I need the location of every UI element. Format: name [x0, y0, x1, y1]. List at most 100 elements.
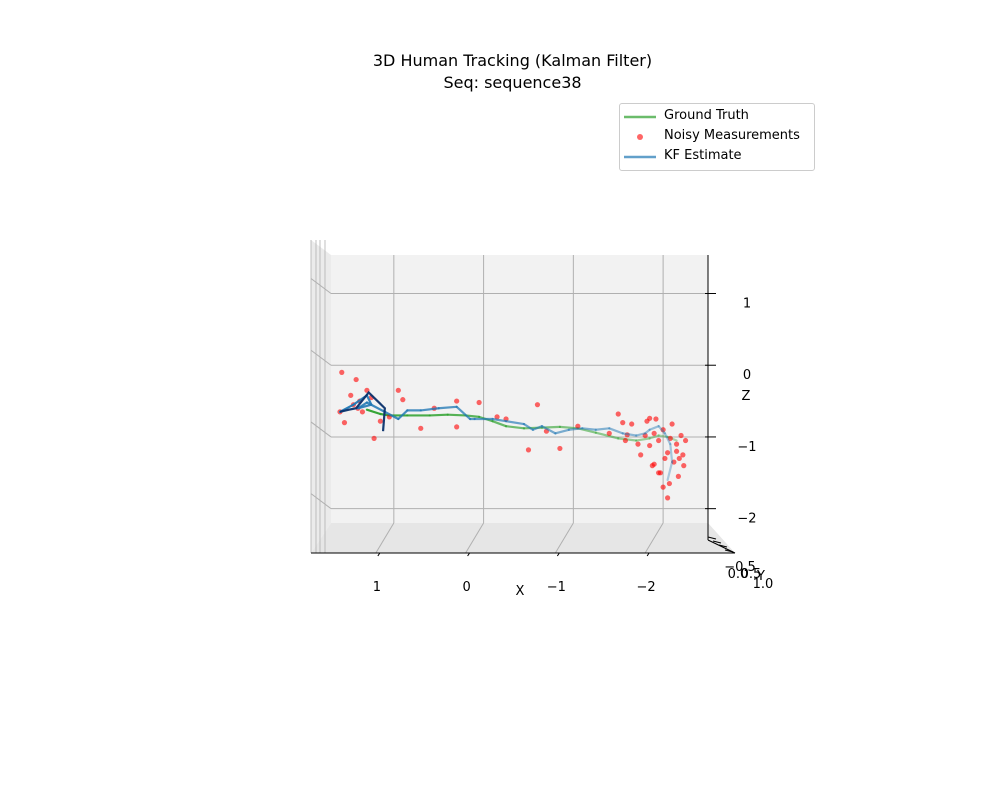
x-tick — [646, 552, 650, 557]
kf-estimate-segment — [531, 425, 544, 431]
measurement-point — [606, 430, 612, 436]
measurement-point — [665, 495, 671, 501]
x-tick — [467, 552, 471, 557]
measurement-point — [680, 452, 686, 458]
kf-estimate-segment — [540, 425, 557, 435]
measurement-point — [557, 445, 563, 452]
y-tick — [707, 536, 717, 540]
z-tick-label: 1 — [743, 297, 751, 312]
measurement-point — [676, 455, 682, 462]
measurement-point — [359, 409, 366, 415]
measurement-point — [629, 421, 635, 427]
legend-label: Ground Truth — [664, 108, 749, 123]
floor-pane — [311, 523, 735, 553]
measurement-point — [525, 447, 532, 453]
kf-estimate-segment — [419, 407, 440, 412]
ground-truth-segment — [446, 413, 467, 417]
kf-estimate-segment — [365, 394, 373, 406]
y-tick-label: 1.0 — [753, 577, 774, 592]
measurement-point — [575, 423, 581, 429]
measurement-point — [622, 437, 629, 444]
y-tick-label: −0.5 — [724, 560, 756, 575]
series-layer — [337, 369, 689, 501]
measurement-point — [660, 427, 666, 433]
measurement-point — [662, 455, 668, 462]
measurement-point — [651, 430, 657, 436]
measurement-point — [377, 418, 383, 424]
kf-estimate-segment — [455, 405, 472, 421]
measurement-point — [675, 473, 681, 479]
measurement-point — [656, 470, 662, 476]
grid-line-x-floor — [554, 522, 574, 554]
measurement-point — [494, 414, 500, 420]
measurement-point — [454, 398, 460, 404]
back-pane — [331, 255, 708, 523]
grid-line-x-floor — [375, 522, 395, 554]
legend-entry-noisy-measurements: Noisy Measurements — [620, 126, 814, 146]
kf-estimate-segment — [621, 432, 638, 437]
measurement-point — [341, 420, 348, 426]
ground-truth-segment — [365, 408, 382, 416]
measurement-point — [671, 459, 677, 465]
measurement-point — [476, 399, 482, 406]
x-tick — [556, 552, 560, 557]
kf-estimate-segment — [644, 428, 651, 435]
measurement-point — [454, 424, 460, 430]
measurement-point — [534, 402, 541, 408]
grid-line-x-floor — [644, 522, 664, 554]
ground-truth-segment — [428, 413, 449, 417]
z-tick-label: −2 — [737, 512, 756, 527]
measurement-point — [666, 480, 673, 487]
kf-estimate-segment — [648, 425, 660, 431]
measurement-point — [615, 411, 621, 417]
legend-label: Noisy Measurements — [664, 128, 800, 143]
measurement-point — [673, 448, 680, 454]
kf-estimate-segment — [554, 428, 570, 435]
y-tick — [718, 544, 728, 548]
ground-truth-segment — [594, 431, 620, 440]
legend-swatch-noisy-measurements — [637, 134, 643, 140]
grid-line-x-floor — [465, 522, 485, 554]
axis-lines — [311, 255, 736, 557]
measurement-point — [635, 441, 641, 447]
measurement-point — [400, 397, 406, 403]
ground-truth-segment — [648, 434, 660, 440]
kf-estimate-segment — [666, 460, 674, 482]
measurement-point — [656, 437, 662, 444]
legend-swatch-ground-truth — [624, 115, 656, 119]
axis-panes — [311, 240, 735, 553]
kf-estimate-segment — [608, 427, 624, 435]
z-tick-label: −1 — [737, 440, 756, 455]
legend-label: KF Estimate — [664, 148, 742, 163]
kf-estimate-segment — [567, 427, 584, 431]
kf-estimate-start-segment — [339, 390, 386, 432]
measurement-point — [638, 452, 644, 458]
measurement-point — [642, 432, 648, 439]
kf-estimate-segment — [657, 425, 667, 435]
measurement-point — [348, 392, 354, 398]
kf-estimate-segment — [504, 420, 526, 426]
legend-entry-kf-estimate: KF Estimate — [620, 146, 814, 166]
measurement-point — [682, 437, 689, 444]
kf-estimate-segment — [491, 417, 508, 423]
measurement-point — [395, 387, 401, 393]
x-tick — [377, 552, 381, 557]
axis-labels: 1 0 −1 −2 1 0 −1 −2 −0.50.00.51.0 X Y Z — [373, 297, 774, 599]
grid-line-z-side — [310, 278, 332, 294]
measurement-point — [624, 432, 630, 438]
y-tick-label: 0.5 — [741, 567, 762, 582]
grid-lines — [310, 240, 708, 554]
kf-estimate-segment — [669, 443, 674, 464]
measurement-point — [371, 435, 377, 441]
x-tick-label: −2 — [637, 580, 656, 595]
ground-truth-segment — [491, 420, 508, 428]
z-axis-label: Z — [742, 389, 751, 404]
y-axis-label: Y — [756, 569, 765, 584]
measurement-point — [667, 435, 673, 441]
kf-estimate-segment — [383, 410, 400, 421]
kf-estimate-segment — [635, 432, 647, 437]
chart-subtitle: Seq: sequence38 — [443, 73, 582, 92]
legend: Ground Truth Noisy Measurements KF Estim… — [619, 103, 815, 171]
